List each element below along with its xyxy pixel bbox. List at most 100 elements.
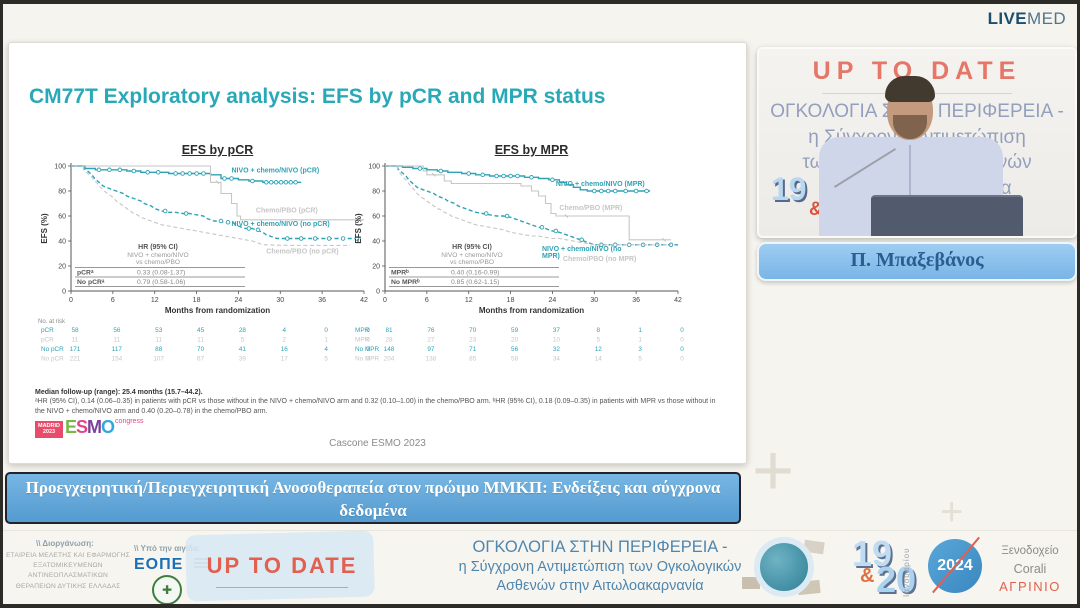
svg-text:0.33 (0.08-1.37): 0.33 (0.08-1.37) [137,270,185,277]
laptop [871,195,1023,236]
svg-text:HR (95% CI): HR (95% CI) [452,244,492,251]
svg-text:24: 24 [549,297,557,304]
svg-text:42: 42 [674,297,682,304]
svg-text:0: 0 [383,297,387,304]
svg-text:MPR): MPR) [542,253,560,260]
svg-text:0.85 (0.62-1.15): 0.85 (0.62-1.15) [451,279,499,286]
plus-watermark: + [752,431,795,511]
svg-text:30: 30 [590,297,598,304]
svg-text:67: 67 [197,356,205,363]
speaker-shirt-placket [909,145,911,205]
svg-text:4: 4 [283,327,287,334]
event-footer: \\ Διοργάνωση: ΕΤΑΙΡΕΙΑ ΜΕΛΕΤΗΣ ΚΑΙ ΕΦΑΡ… [0,530,1080,605]
svg-text:No. at risk: No. at risk [38,319,66,325]
svg-text:NIVO + chemo/NIVO: NIVO + chemo/NIVO [127,252,188,259]
svg-text:Chemo/PBO (no MPR): Chemo/PBO (no MPR) [563,256,637,263]
eope-logo: ΕΟΠΕ [134,556,184,573]
svg-text:NIVO + chemo/NIVO (MPR): NIVO + chemo/NIVO (MPR) [556,181,645,188]
event-title: ΟΓΚΟΛΟΓΙΑ ΣΤΗΝ ΠΕΡΙΦΕΡΕΙΑ - η Σύγχρονη Α… [458,538,742,595]
svg-text:5: 5 [638,356,642,363]
svg-text:0: 0 [366,356,370,363]
efs-by-mpr-plot: 0 20 40 60 80 100 0 6 12 18 24 30 36 42M… [354,163,684,363]
svg-text:8: 8 [597,327,601,334]
svg-text:70: 70 [197,346,205,353]
svg-text:34: 34 [553,356,561,363]
svg-text:0: 0 [680,337,684,344]
footnote-hr-details: ᵃHR (95% CI), 0.14 (0.06–0.35) in patien… [35,398,716,415]
svg-text:59: 59 [511,327,519,334]
svg-text:MPR: MPR [355,337,370,344]
svg-text:40: 40 [372,238,380,245]
efs-by-pcr-plot: 0 20 40 60 80 100 0 6 12 18 24 30 36 42M… [38,163,370,363]
plus-watermark-small: + [940,490,964,534]
svg-text:14: 14 [595,356,603,363]
speaker-hair [885,76,935,102]
backdrop-date-19: 19 [771,171,807,207]
svg-text:221: 221 [70,356,81,363]
aegis-label: \\ Υπό την αιγίδα: [134,544,201,553]
svg-text:100: 100 [368,163,380,170]
slide-credit: Cascone ESMO 2023 [329,438,426,449]
svg-text:28: 28 [385,337,393,344]
speaker-name: Π. Μπαξεβάνος [850,249,984,271]
svg-text:80: 80 [58,188,66,195]
svg-text:Months from randomization: Months from randomization [165,306,270,315]
svg-text:32: 32 [553,346,561,353]
svg-text:5: 5 [324,356,328,363]
esmo-congress-label: congress [115,418,144,425]
svg-text:117: 117 [112,346,123,353]
svg-text:0: 0 [680,356,684,363]
svg-text:5: 5 [241,337,245,344]
lecture-title-line1: Προεγχειρητική/Περιεγχειρητική Ανοσοθερα… [25,478,721,497]
speaker-video-thumbnail[interactable]: UP TO DATE ΟΓΚΟΛΟΓΙΑ ΣΤΗΝ ΠΕΡΙΦΕΡΕΙΑ - η… [757,47,1077,238]
svg-text:81: 81 [385,327,393,334]
svg-text:18: 18 [193,297,201,304]
svg-text:107: 107 [153,356,164,363]
svg-text:60: 60 [58,213,66,220]
svg-text:12: 12 [151,297,159,304]
svg-text:20: 20 [511,337,519,344]
svg-text:4: 4 [324,346,328,353]
svg-text:Months from randomization: Months from randomization [479,306,584,315]
svg-text:58: 58 [511,356,519,363]
slide-title: CM77T Exploratory analysis: EFS by pCR a… [29,85,606,108]
efs-by-pcr-chart: EFS by pCR 0 20 40 60 80 100 0 6 12 18 2… [37,143,374,368]
svg-text:23: 23 [469,337,477,344]
slide-footnotes: Median follow-up (range): 25.4 months (1… [35,389,727,417]
svg-text:80: 80 [372,188,380,195]
svg-text:36: 36 [632,297,640,304]
svg-text:20: 20 [372,263,380,270]
organizer-label: \\ Διοργάνωση: [36,539,94,548]
svg-text:71: 71 [469,346,477,353]
svg-text:53: 53 [155,327,163,334]
footer-ampersand: & [860,565,875,587]
footer-month-vertical: Ιανουαρίου [902,547,911,597]
presentation-slide: CM77T Exploratory analysis: EFS by pCR a… [8,42,747,464]
svg-text:204: 204 [384,356,395,363]
svg-text:vs chemo/PBO: vs chemo/PBO [450,259,494,266]
svg-text:NIVO + chemo/NIVO (pCR): NIVO + chemo/NIVO (pCR) [232,167,320,174]
svg-text:0.40 (0.16-0.99): 0.40 (0.16-0.99) [451,270,499,277]
svg-text:11: 11 [72,337,79,344]
cross-icon: ✚ [161,583,173,597]
svg-text:6: 6 [425,297,429,304]
venue-block: Ξενοδοχείο Corali ΑΓΡΙΝΙΟ [999,545,1061,594]
globe-icon [754,537,814,597]
svg-text:45: 45 [197,327,205,334]
svg-text:Chemo/PBO (no pCR): Chemo/PBO (no pCR) [266,249,338,256]
livemed-logo-med: MED [1027,9,1066,28]
svg-text:3: 3 [638,346,642,353]
svg-text:EFS (%): EFS (%) [354,213,363,244]
footnote-median-followup: Median follow-up (range): 25.4 months (1… [35,389,203,396]
svg-text:24: 24 [235,297,243,304]
svg-text:NIVO + chemo/NIVO (no pCR): NIVO + chemo/NIVO (no pCR) [232,221,330,228]
svg-text:NIVO + chemo/NIVO (no: NIVO + chemo/NIVO (no [542,246,622,253]
esmo-letters: ESMO [65,417,115,437]
medical-society-emblem: ✚ [152,575,182,605]
footer-date-20: 20 [876,559,917,600]
speaker-name-banner: Π. Μπαξεβάνος [757,242,1077,281]
lecture-title-banner: Προεγχειρητική/Περιεγχειρητική Ανοσοθερα… [5,472,741,524]
svg-text:NIVO + chemo/NIVO: NIVO + chemo/NIVO [441,252,502,259]
svg-text:1: 1 [638,327,642,334]
